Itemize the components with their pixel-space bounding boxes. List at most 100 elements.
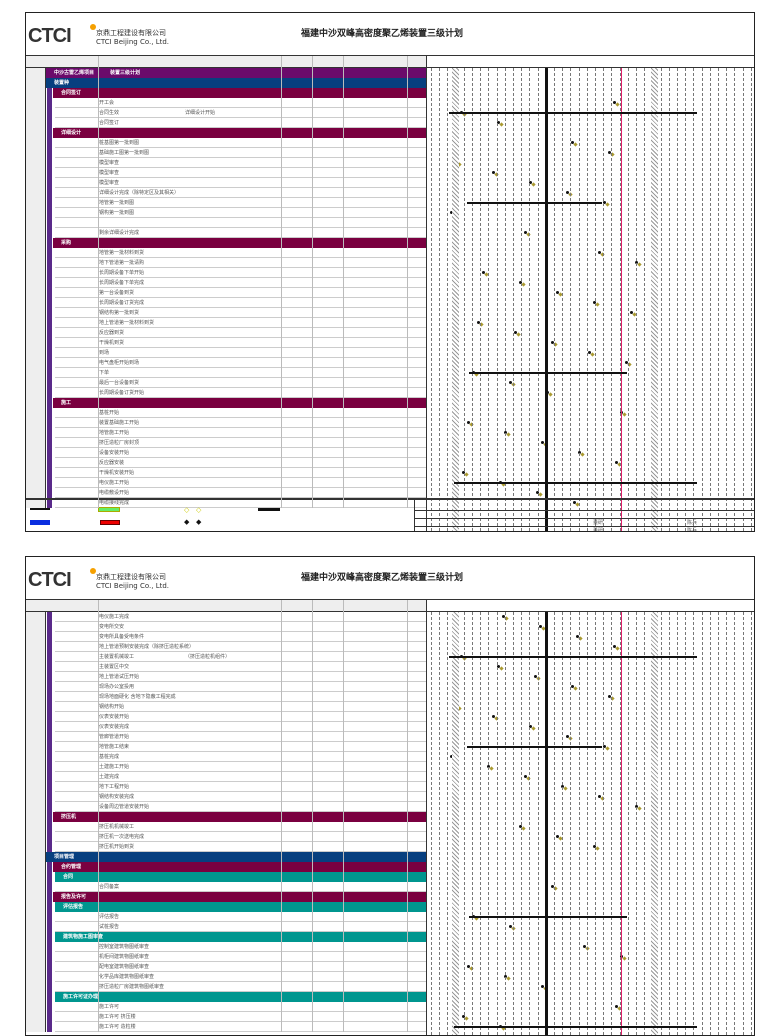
task-row: 钢结构第一批到货 (55, 308, 426, 318)
gantt-gridline (513, 612, 514, 1035)
milestone-actual-icon (566, 735, 569, 738)
column-divider (98, 600, 99, 1032)
task-name: 建筑物施工图审查 (63, 934, 104, 940)
task-name: 长周期设备下单完成 (99, 280, 145, 286)
milestone-actual-icon (625, 361, 628, 364)
column-divider (343, 600, 344, 1032)
milestone-actual-icon (576, 635, 579, 638)
gantt-gridline (636, 612, 637, 1035)
task-row: 化学品库建筑物图纸审查 (55, 972, 426, 982)
milestone-actual-icon (519, 281, 522, 284)
task-name: 地管施工结束 (99, 744, 130, 750)
task-row: 干燥机安装开始 (55, 468, 426, 478)
task-row (55, 218, 426, 228)
task-name: 挤压造粒厂房建筑物图纸审查 (99, 984, 165, 990)
gantt-chart (426, 56, 754, 531)
task-name: 电仪施工开始 (99, 480, 130, 486)
task-row: 控制室建筑物图纸审查 (55, 942, 426, 952)
milestone-actual-icon (566, 191, 569, 194)
task-row: 详细设计完成（除特定区及其相关） (55, 188, 426, 198)
section-row: 施工许可证办理 (55, 992, 426, 1002)
gantt-gridline (472, 68, 473, 531)
milestone-plan-icon (489, 766, 494, 771)
section-row: 装置种 (46, 78, 426, 88)
task-name: 化学品库建筑物图纸审查 (99, 974, 155, 980)
gantt-gridline (595, 612, 596, 1035)
gantt-gridline (488, 68, 490, 531)
task-name: 配电室建筑物图纸审查 (99, 964, 150, 970)
task-name: 长周期设备下单开始 (99, 270, 145, 276)
logo-dot-icon (90, 568, 96, 574)
task-name: 地管第一批到图 (99, 200, 135, 206)
task-name: 合同签订 (99, 120, 120, 126)
task-name: 挤压机机械竣工 (99, 824, 135, 830)
column-divider (312, 600, 313, 1032)
gantt-gridline (718, 612, 719, 1035)
task-name: 地管施工开始 (99, 430, 130, 436)
milestone-actual-icon (462, 471, 465, 474)
gantt-gridline (644, 68, 646, 531)
milestone-actual-icon (598, 795, 601, 798)
task-row: 地上管道第一批材料到货 (55, 318, 426, 328)
task-name: 地上管道试压开始 (99, 674, 140, 680)
task-row: 地管施工开始 (55, 428, 426, 438)
section-row: 挤压机 (53, 812, 426, 822)
task-row: 地上管道预制安装完成（除挤压造粒系统） (55, 642, 426, 652)
milestone-actual-icon (492, 171, 495, 174)
hatched-band (651, 68, 658, 531)
summary-bar (469, 372, 627, 374)
task-name: 模型审查 (99, 170, 120, 176)
gantt-gridline (578, 68, 580, 531)
level-bar (47, 612, 52, 1032)
section-row: 报告及许可 (53, 892, 426, 902)
gantt-gridline (554, 612, 555, 1035)
milestone-actual-icon (519, 825, 522, 828)
milestone-actual-icon (502, 615, 505, 618)
section-row: 中沙古雷乙烯项目 装置三级计划 (46, 68, 426, 78)
gantt-gridline (677, 68, 678, 531)
task-name: 剩余详细设计完成 (99, 230, 140, 236)
milestone-actual-icon (588, 351, 591, 354)
task-row: 模型审查 (55, 178, 426, 188)
milestone-actual-icon (497, 665, 500, 668)
task-name: 钢结构安装完成 (99, 794, 135, 800)
milestone-actual-icon (551, 885, 554, 888)
milestone-actual-icon (556, 835, 559, 838)
milestone-actual-icon (524, 231, 527, 234)
gantt-gridline (439, 612, 441, 1035)
task-row: 模型审查 (55, 158, 426, 168)
milestone-actual-icon (509, 381, 512, 384)
gantt-gridline (709, 68, 711, 531)
milestone-actual-icon (593, 301, 596, 304)
group-column (26, 68, 46, 508)
gantt-gridline (595, 68, 596, 531)
milestone-plan-icon (605, 202, 610, 207)
gantt-gridline (619, 612, 621, 1035)
gantt-gridline (644, 612, 646, 1035)
gantt-gridline (750, 612, 752, 1035)
task-name: 主装置区中交 (99, 664, 130, 670)
task-name: 基桩完成 (99, 754, 120, 760)
gantt-gridline (750, 68, 752, 531)
section-row: 合同 (55, 872, 426, 882)
section-row: 建筑物施工图审查 (55, 932, 426, 942)
milestone-plan-icon (580, 452, 585, 457)
task-row: 主装置机械竣工 （挤压造粒机组件） (55, 652, 426, 662)
milestone-plan-icon (637, 262, 642, 267)
task-row: 电气盘柜开始到场 (55, 358, 426, 368)
column-divider (281, 600, 282, 1032)
task-name: 地管第一批材料到货 (99, 250, 145, 256)
milestone-actual-icon (497, 121, 500, 124)
summary-bar (454, 482, 697, 484)
task-name: 管廊管道开始 (99, 734, 130, 740)
task-row: 最后一台设备到货 (55, 378, 426, 388)
task-row: 第一台设备到货 (55, 288, 426, 298)
legend-green-bar (98, 507, 120, 512)
task-row: 地管施工结束 (55, 742, 426, 752)
legend-baseline-line (30, 508, 50, 510)
task-note: （挤压造粒机组件） (185, 654, 231, 660)
gantt-gridline (611, 612, 613, 1035)
gantt-gridline (677, 612, 678, 1035)
task-row: 电缆接线完成 (55, 498, 426, 508)
task-row: 管廊管道开始 (55, 732, 426, 742)
